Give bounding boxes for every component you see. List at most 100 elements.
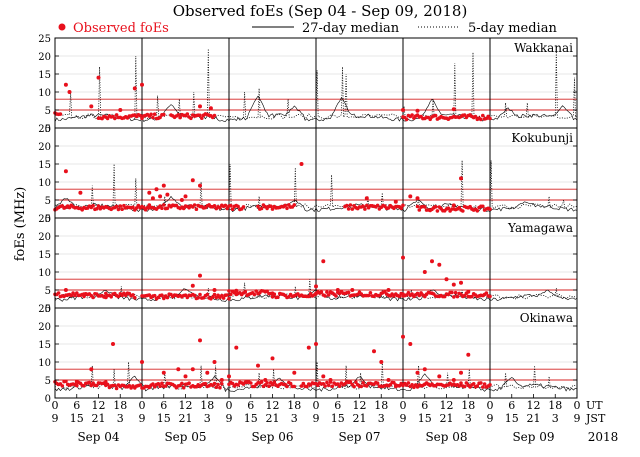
observed-point xyxy=(75,383,79,388)
observed-point xyxy=(415,108,420,113)
observed-point xyxy=(459,176,463,181)
panel-yamagawa: 0 5 10 15 20 25 Yamagawa xyxy=(38,214,578,315)
observed-point xyxy=(372,349,376,354)
observed-point xyxy=(158,194,163,199)
observed-point xyxy=(481,204,485,209)
observed-point xyxy=(459,280,463,285)
observed-point xyxy=(415,204,420,209)
observed-point xyxy=(401,255,405,260)
observed-point xyxy=(78,190,83,195)
observed-point xyxy=(198,338,202,343)
observed-point xyxy=(488,116,492,121)
y-tick-label: 10 xyxy=(38,358,51,369)
observed-point xyxy=(161,183,166,188)
ut-tick-label: 18 xyxy=(200,399,214,412)
observed-point xyxy=(325,290,329,294)
observed-point xyxy=(481,385,485,389)
ut-label: UT xyxy=(586,399,603,412)
observed-point xyxy=(455,294,460,299)
observed-point xyxy=(82,384,86,388)
y-tick-label: 5 xyxy=(45,106,51,117)
ut-tick-label: 0 xyxy=(313,399,320,412)
jst-tick-label: 9 xyxy=(400,412,407,425)
observed-point xyxy=(292,370,297,375)
observed-point xyxy=(120,207,124,211)
jst-tick-label: 15 xyxy=(157,412,171,425)
y-tick-label: 0 xyxy=(45,304,51,315)
observed-point xyxy=(393,199,398,204)
observed-point xyxy=(140,360,144,364)
ut-tick-label: 12 xyxy=(179,399,193,412)
observed-point xyxy=(158,115,162,120)
observed-point xyxy=(259,380,264,384)
median27-line xyxy=(54,373,578,393)
observed-point xyxy=(422,367,427,372)
observed-point xyxy=(270,295,275,299)
observed-point xyxy=(89,104,94,109)
median5-line xyxy=(54,48,578,120)
observed-point xyxy=(319,290,324,294)
jst-tick-label: 15 xyxy=(70,412,84,425)
observed-point xyxy=(292,384,297,389)
station-label: Kokubunji xyxy=(511,131,573,145)
observed-point xyxy=(386,378,391,382)
observed-point xyxy=(408,342,413,346)
jst-tick-label: 15 xyxy=(418,412,432,425)
observed-point xyxy=(415,370,420,375)
observed-point xyxy=(161,370,166,375)
observed-point xyxy=(272,292,277,297)
observed-point xyxy=(149,112,153,117)
observed-point xyxy=(305,384,309,389)
observed-point xyxy=(401,334,405,339)
observed-point xyxy=(366,293,371,298)
observed-point xyxy=(337,384,342,389)
ut-tick-label: 12 xyxy=(353,399,367,412)
observed-point xyxy=(147,203,152,207)
observed-point xyxy=(459,381,463,385)
observed-point xyxy=(236,204,240,209)
ut-tick-label: 6 xyxy=(508,399,515,412)
observed-point xyxy=(437,262,442,267)
observed-point xyxy=(334,294,338,298)
observed-point xyxy=(466,289,471,294)
jst-tick-label: 21 xyxy=(353,412,367,425)
observed-point xyxy=(180,381,184,386)
observed-point xyxy=(285,206,289,211)
observed-point xyxy=(196,296,200,300)
observed-point xyxy=(105,382,110,387)
observed-point xyxy=(63,169,68,174)
y-tick-label: 0 xyxy=(45,394,51,405)
y-axis-label: foEs (MHz) xyxy=(13,187,28,262)
observed-point xyxy=(270,356,275,361)
observed-point xyxy=(417,293,422,298)
y-tick-label: 10 xyxy=(38,88,51,99)
day-label: Sep 07 xyxy=(338,430,380,444)
observed-point xyxy=(154,187,159,192)
ut-tick-label: 6 xyxy=(247,399,254,412)
y-tick-label: 5 xyxy=(45,376,51,387)
observed-point xyxy=(368,291,373,295)
observed-point xyxy=(346,290,351,295)
observed-point xyxy=(321,259,326,264)
y-tick-label: 15 xyxy=(38,340,51,351)
observed-point xyxy=(198,292,202,297)
x-axis: 0961512211830961512211830961512211830961… xyxy=(52,394,619,444)
observed-point xyxy=(328,378,333,382)
y-tick-label: 10 xyxy=(38,268,51,279)
observed-point xyxy=(114,386,119,391)
y-tick-label: 0 xyxy=(45,214,51,225)
observed-point xyxy=(190,178,195,183)
observed-point xyxy=(267,384,271,389)
observed-point xyxy=(179,198,184,202)
observed-point xyxy=(198,104,202,109)
jst-tick-label: 9 xyxy=(487,412,494,425)
jst-tick-label: 21 xyxy=(179,412,193,425)
jst-tick-label: 15 xyxy=(244,412,258,425)
jst-tick-label: 21 xyxy=(266,412,280,425)
year-label: 2018 xyxy=(588,430,619,444)
observed-point xyxy=(335,288,340,292)
observed-point xyxy=(116,207,121,212)
median5-line xyxy=(54,361,578,390)
observed-point xyxy=(475,384,480,388)
